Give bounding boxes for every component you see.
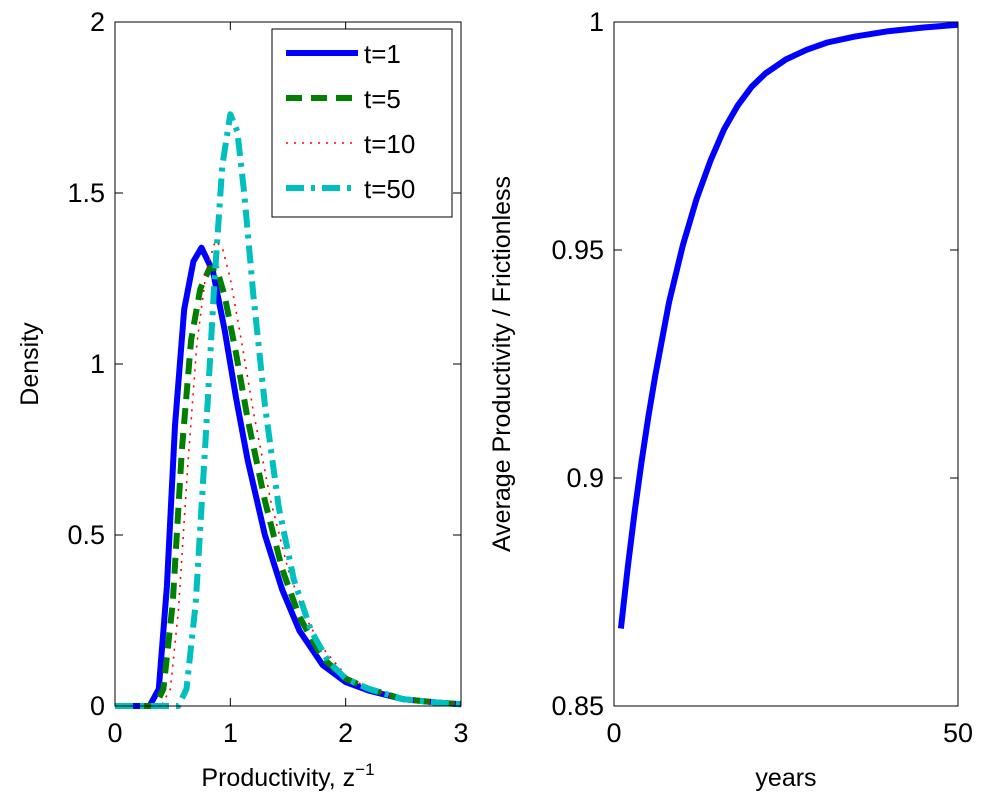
- y-tick-label: 0.5: [67, 520, 105, 550]
- density-series-group: [115, 111, 462, 709]
- density-y-axis-label: Density: [16, 322, 44, 406]
- productivity-ratio-chart: 0 50 0.85 0.9 0.95 1 years Average Productivi…: [488, 7, 973, 792]
- y-tick-label: 1.5: [67, 178, 105, 208]
- ratio-axes-frame: [613, 21, 959, 707]
- density-legend: t=1 t=5 t=10 t=50: [271, 28, 453, 218]
- y-tick-label: 1: [589, 7, 604, 37]
- x-tick-label: 0: [107, 718, 122, 748]
- y-tick-label: 0.85: [551, 691, 604, 721]
- y-tick-label: 0: [90, 691, 105, 721]
- x-tick-label: 1: [223, 718, 238, 748]
- ratio-x-axis-label: years: [755, 764, 816, 792]
- density-x-axis-label-text: Productivity, z: [201, 764, 355, 792]
- legend-label: t=50: [364, 174, 415, 204]
- legend-label: t=1: [364, 39, 401, 69]
- density-x-axis-label-superscript: −1: [355, 760, 374, 779]
- legend-label: t=5: [364, 84, 401, 114]
- y-tick-label: 1: [90, 349, 105, 379]
- y-tick-label: 0.9: [566, 463, 604, 493]
- ratio-y-axis-label: Average Productivity / Frictionless: [488, 176, 516, 552]
- x-tick-label: 2: [338, 718, 353, 748]
- series-line-t-5: [115, 265, 462, 709]
- density-ticks: 0 1 2 3 0 0.5 1 1.5 2: [67, 7, 468, 748]
- x-tick-label: 3: [453, 718, 468, 748]
- series-line-0: [617, 21, 959, 629]
- legend-label: t=10: [364, 129, 415, 159]
- series-line-t-10: [115, 240, 462, 707]
- density-x-axis-label: Productivity, z−1: [201, 760, 374, 792]
- y-tick-label: 0.95: [551, 235, 604, 265]
- series-line-t-50: [115, 111, 462, 709]
- x-tick-label: 0: [606, 718, 621, 748]
- ratio-ticks: 0 50 0.85 0.9 0.95 1: [551, 7, 973, 748]
- x-tick-label: 50: [943, 718, 973, 748]
- ratio-series-group: [617, 21, 959, 629]
- density-chart: 0 1 2 300.511.52 Productivity, z−1 Density …: [16, 7, 469, 792]
- y-tick-label: 2: [90, 7, 105, 37]
